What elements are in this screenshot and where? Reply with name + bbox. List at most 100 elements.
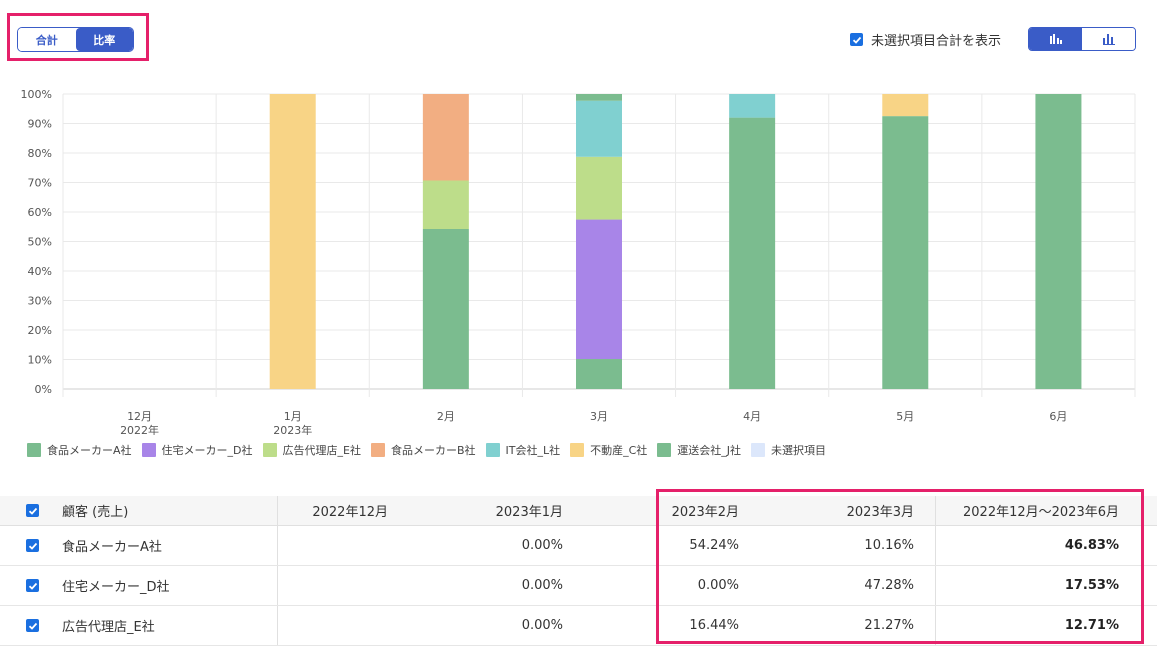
y-tick-label: 100% bbox=[21, 88, 52, 101]
bar-segment bbox=[729, 117, 776, 389]
check-icon bbox=[852, 36, 861, 44]
row-value: 0.00% bbox=[697, 578, 739, 593]
row-customer-name: 住宅メーカー_D社 bbox=[62, 580, 170, 595]
legend-item[interactable]: 未選択項目 bbox=[751, 442, 826, 458]
row-checkbox-cell[interactable] bbox=[26, 566, 39, 605]
show-unselected-toggle[interactable]: 未選択項目合計を表示 bbox=[850, 30, 1001, 49]
legend-label: 運送会社_J社 bbox=[677, 444, 742, 457]
legend-swatch bbox=[657, 443, 672, 457]
x-tick-label: 5月 bbox=[896, 410, 914, 423]
chart-view-toggle bbox=[1028, 27, 1136, 51]
check-icon bbox=[28, 622, 37, 630]
grouped-bar-chart-icon bbox=[1049, 34, 1062, 44]
row-value: 0.00% bbox=[521, 578, 563, 593]
x-tick-sublabel: 2022年 bbox=[120, 423, 159, 435]
row-checkbox[interactable] bbox=[26, 579, 39, 592]
legend-label: 住宅メーカー_D社 bbox=[161, 444, 253, 457]
bar-segment bbox=[729, 94, 776, 118]
data-table: 顧客 (売上) 2022年12月 2023年1月 2023年2月 2023年3月… bbox=[0, 496, 1157, 646]
ratio-button[interactable]: 比率 bbox=[75, 28, 133, 51]
legend-item[interactable]: 広告代理店_E社 bbox=[262, 442, 361, 458]
select-all-checkbox[interactable] bbox=[26, 504, 39, 517]
header-col-4[interactable]: 2023年3月 bbox=[846, 505, 914, 520]
header-col-2[interactable]: 2023年1月 bbox=[495, 505, 563, 520]
check-icon bbox=[28, 542, 37, 550]
bar-segment bbox=[576, 156, 622, 220]
row-checkbox-cell[interactable] bbox=[26, 606, 39, 645]
show-unselected-checkbox[interactable] bbox=[850, 33, 863, 46]
bar-segment bbox=[576, 359, 622, 389]
header-col-1[interactable]: 2022年12月 bbox=[312, 505, 388, 520]
check-icon bbox=[28, 507, 37, 515]
table-header-row: 顧客 (売上) 2022年12月 2023年1月 2023年2月 2023年3月… bbox=[0, 496, 1157, 526]
header-col-5[interactable]: 2022年12月〜2023年6月 bbox=[963, 505, 1119, 520]
total-button[interactable]: 合計 bbox=[18, 28, 76, 51]
legend-swatch bbox=[751, 443, 766, 457]
row-total: 12.71% bbox=[1064, 618, 1119, 633]
row-checkbox[interactable] bbox=[26, 619, 39, 632]
x-tick-label: 3月 bbox=[590, 410, 608, 423]
legend-label: 不動産_C社 bbox=[590, 444, 648, 457]
bar-segment bbox=[576, 219, 622, 360]
legend-item[interactable]: 運送会社_J社 bbox=[657, 442, 741, 458]
row-value: 54.24% bbox=[689, 538, 739, 553]
row-value: 10.16% bbox=[864, 538, 914, 553]
grouped-bar-view-button[interactable] bbox=[1029, 28, 1082, 50]
row-customer-name: 広告代理店_E社 bbox=[62, 620, 155, 635]
row-value bbox=[278, 526, 388, 565]
y-tick-label: 80% bbox=[28, 147, 52, 160]
row-value: 16.44% bbox=[689, 618, 739, 633]
row-value: 21.27% bbox=[864, 618, 914, 633]
chart-legend: 食品メーカーA社 住宅メーカー_D社 広告代理店_E社 食品メーカーB社 IT会社_L社… bbox=[27, 442, 836, 458]
header-customer[interactable]: 顧客 (売上) bbox=[62, 505, 129, 520]
row-checkbox-cell[interactable] bbox=[26, 526, 39, 565]
select-all-checkbox-cell[interactable] bbox=[26, 496, 39, 525]
y-tick-label: 60% bbox=[28, 206, 52, 219]
y-tick-label: 40% bbox=[28, 265, 52, 278]
legend-label: 食品メーカーB社 bbox=[390, 444, 476, 457]
x-tick-label: 6月 bbox=[1049, 410, 1067, 423]
highlight-box-toggle bbox=[7, 13, 149, 61]
row-value bbox=[278, 606, 388, 645]
check-icon bbox=[28, 582, 37, 590]
bar-segment bbox=[269, 94, 316, 389]
x-tick-label: 4月 bbox=[743, 410, 761, 423]
row-total: 17.53% bbox=[1064, 578, 1119, 593]
legend-item[interactable]: IT会社_L社 bbox=[485, 442, 561, 458]
legend-item[interactable]: 不動産_C社 bbox=[570, 442, 647, 458]
bar-segment bbox=[576, 100, 622, 157]
legend-item[interactable]: 住宅メーカー_D社 bbox=[141, 442, 253, 458]
legend-swatch bbox=[370, 443, 385, 457]
x-tick-label: 1月 bbox=[284, 410, 302, 423]
legend-swatch bbox=[570, 443, 585, 457]
bar-chart-icon bbox=[1102, 34, 1115, 45]
row-checkbox[interactable] bbox=[26, 539, 39, 552]
bar-segment bbox=[422, 228, 469, 389]
legend-label: 未選択項目 bbox=[771, 444, 827, 457]
x-tick-label: 12月 bbox=[127, 410, 152, 423]
header-col-3[interactable]: 2023年2月 bbox=[671, 505, 739, 520]
bar-segment bbox=[422, 180, 469, 229]
legend-swatch bbox=[262, 443, 277, 457]
legend-item[interactable]: 食品メーカーA社 bbox=[27, 442, 132, 458]
bar-segment bbox=[882, 94, 929, 117]
y-tick-label: 70% bbox=[28, 177, 52, 190]
legend-label: IT会社_L社 bbox=[505, 444, 561, 457]
legend-label: 食品メーカーA社 bbox=[47, 444, 132, 457]
y-tick-label: 0% bbox=[35, 383, 52, 396]
row-value: 47.28% bbox=[864, 578, 914, 593]
table-row: 住宅メーカー_D社 0.00% 0.00% 47.28% 17.53% bbox=[0, 566, 1157, 606]
row-customer-name: 食品メーカーA社 bbox=[62, 540, 162, 555]
show-unselected-label: 未選択項目合計を表示 bbox=[871, 34, 1002, 49]
y-tick-label: 30% bbox=[28, 295, 52, 308]
stacked-ratio-chart: 0% 10% 20% 30% 40% 50% 60% 70% 80% 90% 100% 12月2022… bbox=[21, 88, 1136, 435]
highlight-box-table bbox=[656, 489, 1144, 644]
y-tick-label: 50% bbox=[28, 236, 52, 249]
bar-view-button[interactable] bbox=[1082, 28, 1135, 50]
table-row: 食品メーカーA社 0.00% 54.24% 10.16% 46.83% bbox=[0, 526, 1157, 566]
y-tick-label: 10% bbox=[28, 354, 52, 367]
legend-item[interactable]: 食品メーカーB社 bbox=[370, 442, 476, 458]
bar-segment bbox=[882, 116, 929, 389]
legend-swatch bbox=[27, 443, 41, 457]
mode-toggle: 合計 比率 bbox=[17, 27, 134, 52]
